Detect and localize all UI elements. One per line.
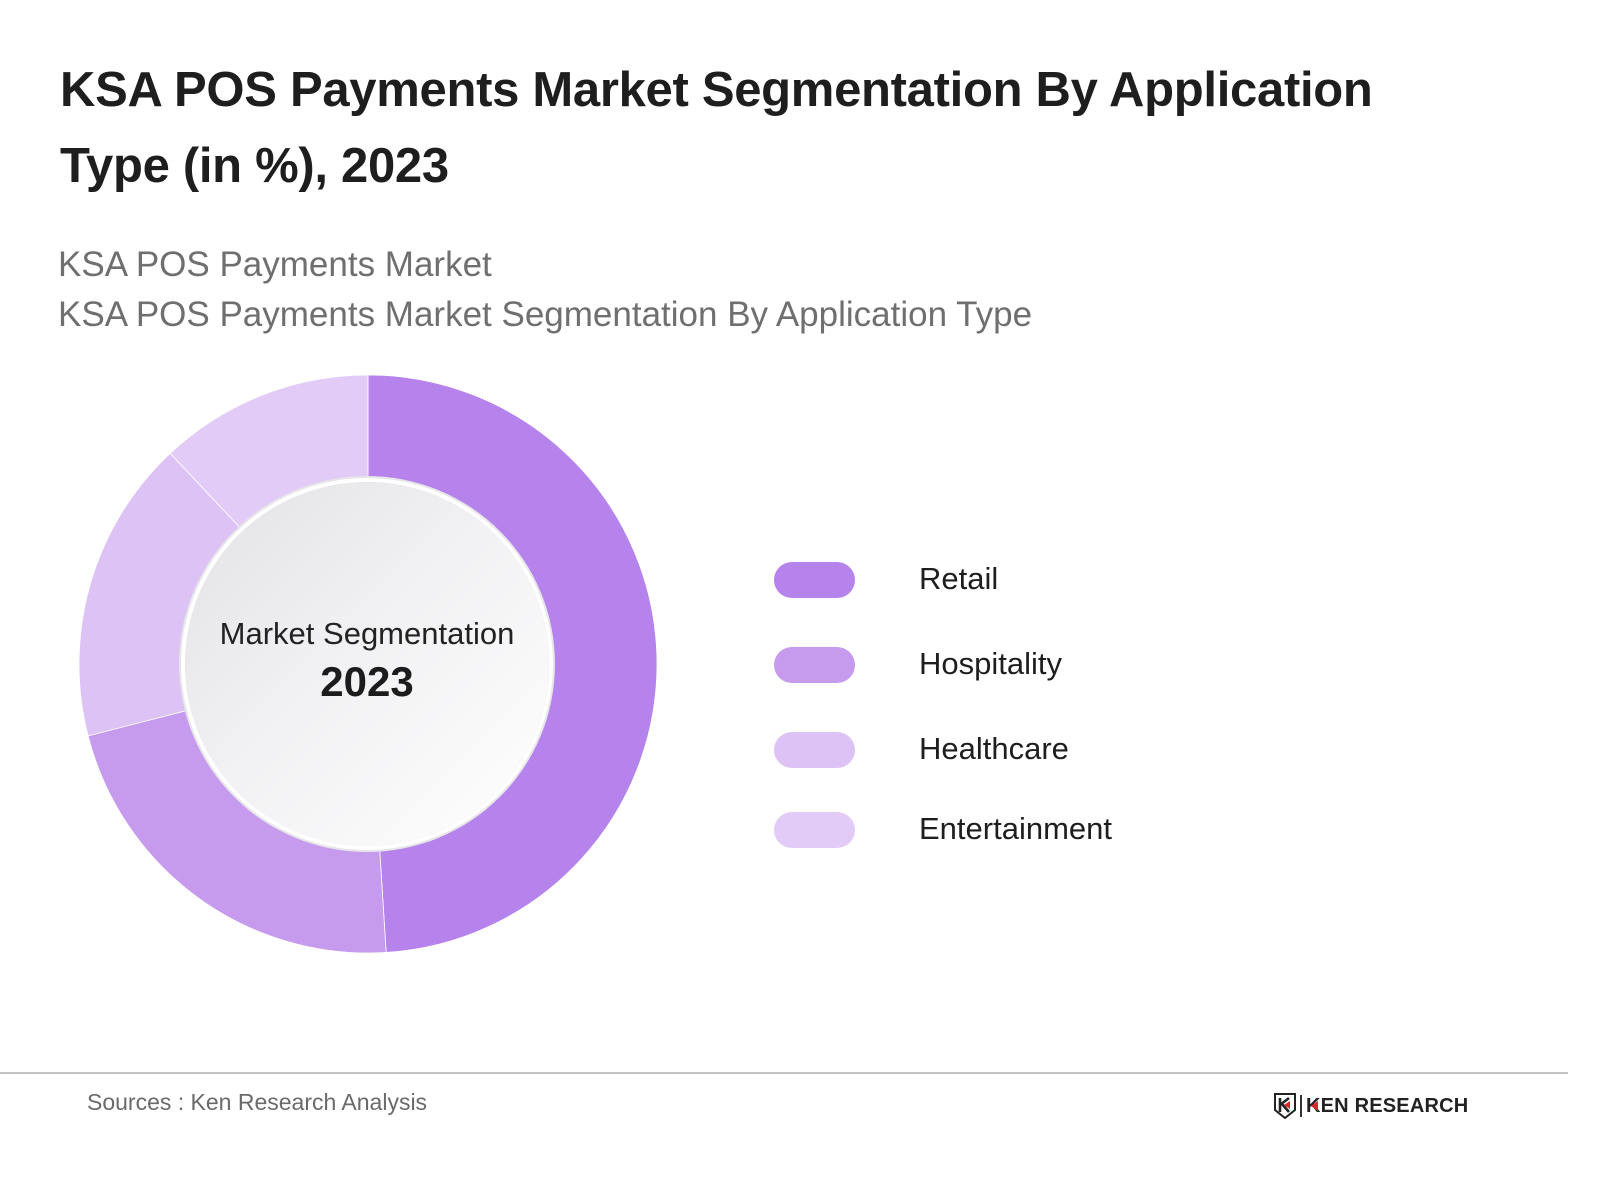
logo-wordmark: KEN RESEARCH (1306, 1094, 1469, 1117)
legend-swatch-entertainment (774, 812, 855, 848)
legend-label-entertainment: Entertainment (919, 811, 1112, 846)
logo-divider (1300, 1095, 1302, 1117)
legend-item-retail: Retail (774, 560, 1274, 598)
chart-title: KSA POS Payments Market Segmentation By … (60, 63, 1373, 193)
legend-swatch-healthcare (774, 732, 855, 768)
chart-subtitle: KSA POS Payments Market KSA POS Payments… (58, 240, 1032, 340)
donut-center-year: 2023 (320, 658, 414, 705)
subtitle-line-market: KSA POS Payments Market (58, 245, 492, 284)
donut-chart: Market Segmentation 2023 (79, 375, 657, 953)
legend-item-healthcare: Healthcare (774, 730, 1274, 768)
source-note: Sources : Ken Research Analysis (87, 1089, 428, 1115)
donut-center-label: Market Segmentation (219, 616, 515, 651)
legend-label-hospitality: Hospitality (919, 646, 1062, 681)
shield-k-icon (1274, 1093, 1296, 1119)
legend-swatch-hospitality (774, 647, 855, 683)
legend-item-entertainment: Entertainment (774, 810, 1274, 848)
footer-divider (0, 1072, 1568, 1074)
legend-item-hospitality: Hospitality (774, 645, 1274, 683)
ken-research-logo: KEN RESEARCH (1274, 1092, 1468, 1120)
legend-label-retail: Retail (919, 561, 999, 596)
donut-center: Market Segmentation 2023 (185, 482, 549, 846)
legend-label-healthcare: Healthcare (919, 731, 1069, 766)
legend-swatch-retail (774, 562, 855, 598)
subtitle-line-segmentation: KSA POS Payments Market Segmentation By … (58, 295, 1033, 334)
